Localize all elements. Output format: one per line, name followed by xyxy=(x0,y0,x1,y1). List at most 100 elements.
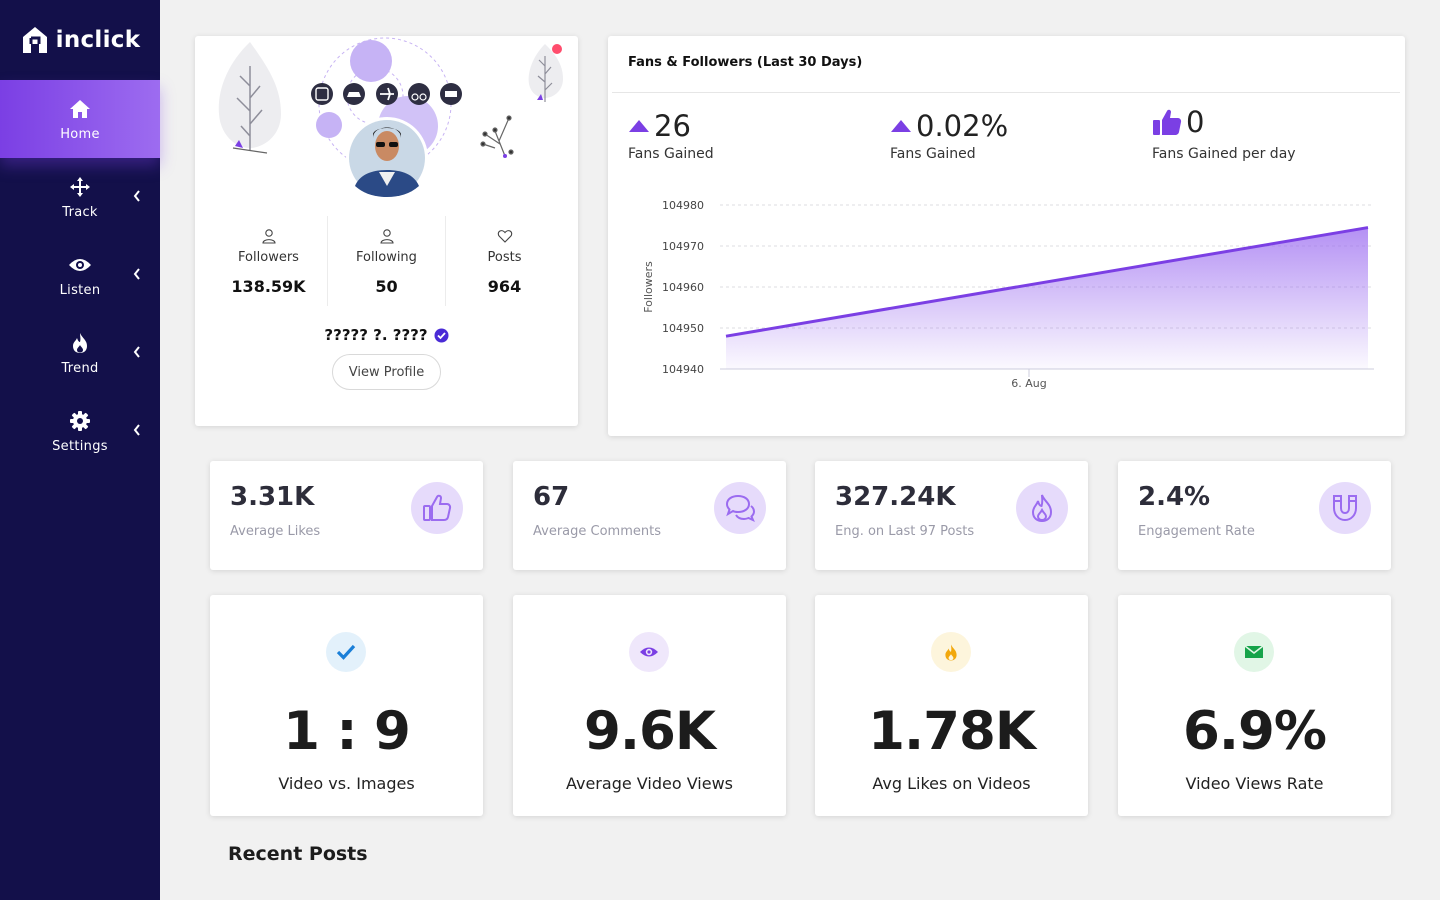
metric-label: Fans Gained xyxy=(890,146,976,162)
chevron-left-icon xyxy=(132,424,142,436)
home-icon xyxy=(68,97,92,121)
flame-icon xyxy=(1016,482,1068,534)
stat-card-value: 327.24K xyxy=(835,482,956,512)
branch-illustration xyxy=(480,115,514,158)
tree-illustration-right xyxy=(528,44,563,102)
stat-card-average-comments: 67 Average Comments xyxy=(513,461,786,570)
metric-value: 0 xyxy=(1186,105,1205,139)
big-card-label: Video Views Rate xyxy=(1185,774,1324,793)
stat-card-engagement-rate: 2.4% Engagement Rate xyxy=(1118,461,1391,570)
metric-fans-per-day: 0 Fans Gained per day xyxy=(1152,102,1296,162)
magnet-icon xyxy=(1319,482,1371,534)
flame-icon xyxy=(931,632,971,672)
travel-icons xyxy=(311,83,462,105)
sidebar-item-trend[interactable]: Trend xyxy=(0,314,160,392)
big-card-average-video-views: 9.6K Average Video Views xyxy=(513,595,786,816)
triangle-up-icon xyxy=(891,120,911,132)
chart-y-tick-label: 104980 xyxy=(662,199,704,212)
chart-y-axis-label: Followers xyxy=(642,261,655,313)
stat-following: Following 50 xyxy=(328,216,446,306)
profile-name-text: ????? ?. ???? xyxy=(324,326,428,344)
metric-label: Fans Gained per day xyxy=(1152,146,1296,162)
stat-value: 964 xyxy=(487,277,522,296)
stat-posts: Posts 964 xyxy=(446,216,563,306)
sidebar-item-label: Listen xyxy=(59,282,101,298)
stat-followers: Followers 138.59K xyxy=(210,216,328,306)
metric-fans-gained-percent: 0.02% Fans Gained xyxy=(890,106,1008,162)
chart-y-tick-label: 104950 xyxy=(662,322,704,335)
sidebar-item-label: Trend xyxy=(61,360,99,376)
stat-card-label: Engagement Rate xyxy=(1138,524,1255,539)
chart-y-tick-label: 104970 xyxy=(662,240,704,253)
view-profile-button[interactable]: View Profile xyxy=(332,354,441,390)
big-card-value: 1.78K xyxy=(868,701,1036,762)
triangle-up-icon xyxy=(629,120,649,132)
stat-card-label: Eng. on Last 97 Posts xyxy=(835,524,975,539)
big-card-label: Avg Likes on Videos xyxy=(872,774,1031,793)
chart-y-tick-label: 104960 xyxy=(662,281,704,294)
profile-card: Followers 138.59K Following 50 Posts 964… xyxy=(195,36,578,426)
sidebar-item-settings[interactable]: Settings xyxy=(0,392,160,470)
stat-label: Following xyxy=(356,250,417,265)
sidebar: inclick Home Track Listen Trend xyxy=(0,0,160,900)
stat-value: 138.59K xyxy=(231,277,306,296)
flame-icon xyxy=(68,331,92,355)
stat-card-value: 67 xyxy=(533,482,570,512)
metric-label: Fans Gained xyxy=(628,146,714,162)
recent-posts-title: Recent Posts xyxy=(228,843,368,865)
gear-icon xyxy=(68,409,92,433)
user-icon xyxy=(379,229,394,244)
brand-logo[interactable]: inclick xyxy=(0,0,160,80)
stat-card-value: 2.4% xyxy=(1138,482,1211,512)
big-card-video-vs-images: 1 : 9 Video vs. Images xyxy=(210,595,483,816)
heart-icon xyxy=(497,230,512,243)
card-title: Fans & Followers (Last 30 Days) xyxy=(628,55,863,70)
stat-card-label: Average Comments xyxy=(533,524,661,539)
chevron-left-icon xyxy=(132,346,142,358)
sidebar-item-track[interactable]: Track xyxy=(0,158,160,236)
big-card-value: 6.9% xyxy=(1183,701,1327,762)
divider xyxy=(612,92,1400,93)
stat-value: 50 xyxy=(375,277,398,296)
big-card-avg-likes-videos: 1.78K Avg Likes on Videos xyxy=(815,595,1088,816)
avatar xyxy=(346,117,428,199)
stat-label: Followers xyxy=(238,250,299,265)
chart-area xyxy=(726,227,1368,369)
envelope-icon xyxy=(1234,632,1274,672)
stat-card-engagement-posts: 327.24K Eng. on Last 97 Posts xyxy=(815,461,1088,570)
big-card-video-views-rate: 6.9% Video Views Rate xyxy=(1118,595,1391,816)
eye-icon xyxy=(629,632,669,672)
chevron-left-icon xyxy=(132,268,142,280)
fans-followers-card: Fans & Followers (Last 30 Days) 26 Fans … xyxy=(608,36,1405,436)
track-icon xyxy=(68,175,92,199)
metric-value: 0.02% xyxy=(916,109,1009,143)
brand-name: inclick xyxy=(55,27,141,53)
metric-value: 26 xyxy=(654,109,691,143)
profile-stats: Followers 138.59K Following 50 Posts 964 xyxy=(210,216,563,306)
profile-name: ????? ?. ???? xyxy=(195,326,578,344)
big-card-value: 1 : 9 xyxy=(283,701,411,762)
chart-y-tick-label: 104940 xyxy=(662,363,704,376)
chart-line xyxy=(725,226,1369,338)
sidebar-item-label: Track xyxy=(62,204,98,220)
stat-card-label: Average Likes xyxy=(230,524,321,539)
sidebar-item-label: Settings xyxy=(52,438,108,454)
big-card-label: Video vs. Images xyxy=(278,774,415,793)
thumbs-up-icon xyxy=(411,482,463,534)
metric-fans-gained: 26 Fans Gained xyxy=(628,106,714,162)
chevron-left-icon xyxy=(132,190,142,202)
check-icon xyxy=(326,632,366,672)
tree-illustration-left xyxy=(218,42,281,154)
verified-badge-icon xyxy=(434,328,449,342)
stat-card-value: 3.31K xyxy=(230,482,315,512)
brand-logo-icon xyxy=(22,27,47,53)
comments-icon xyxy=(714,482,766,534)
user-icon xyxy=(261,229,276,244)
thumbs-up-icon xyxy=(1153,109,1182,135)
sidebar-item-label: Home xyxy=(60,126,100,142)
chart-x-tick-label: 6. Aug xyxy=(1011,377,1046,390)
eye-icon xyxy=(68,253,92,277)
sidebar-item-home[interactable]: Home xyxy=(0,80,160,158)
big-card-label: Average Video Views xyxy=(565,774,733,793)
sidebar-item-listen[interactable]: Listen xyxy=(0,236,160,314)
